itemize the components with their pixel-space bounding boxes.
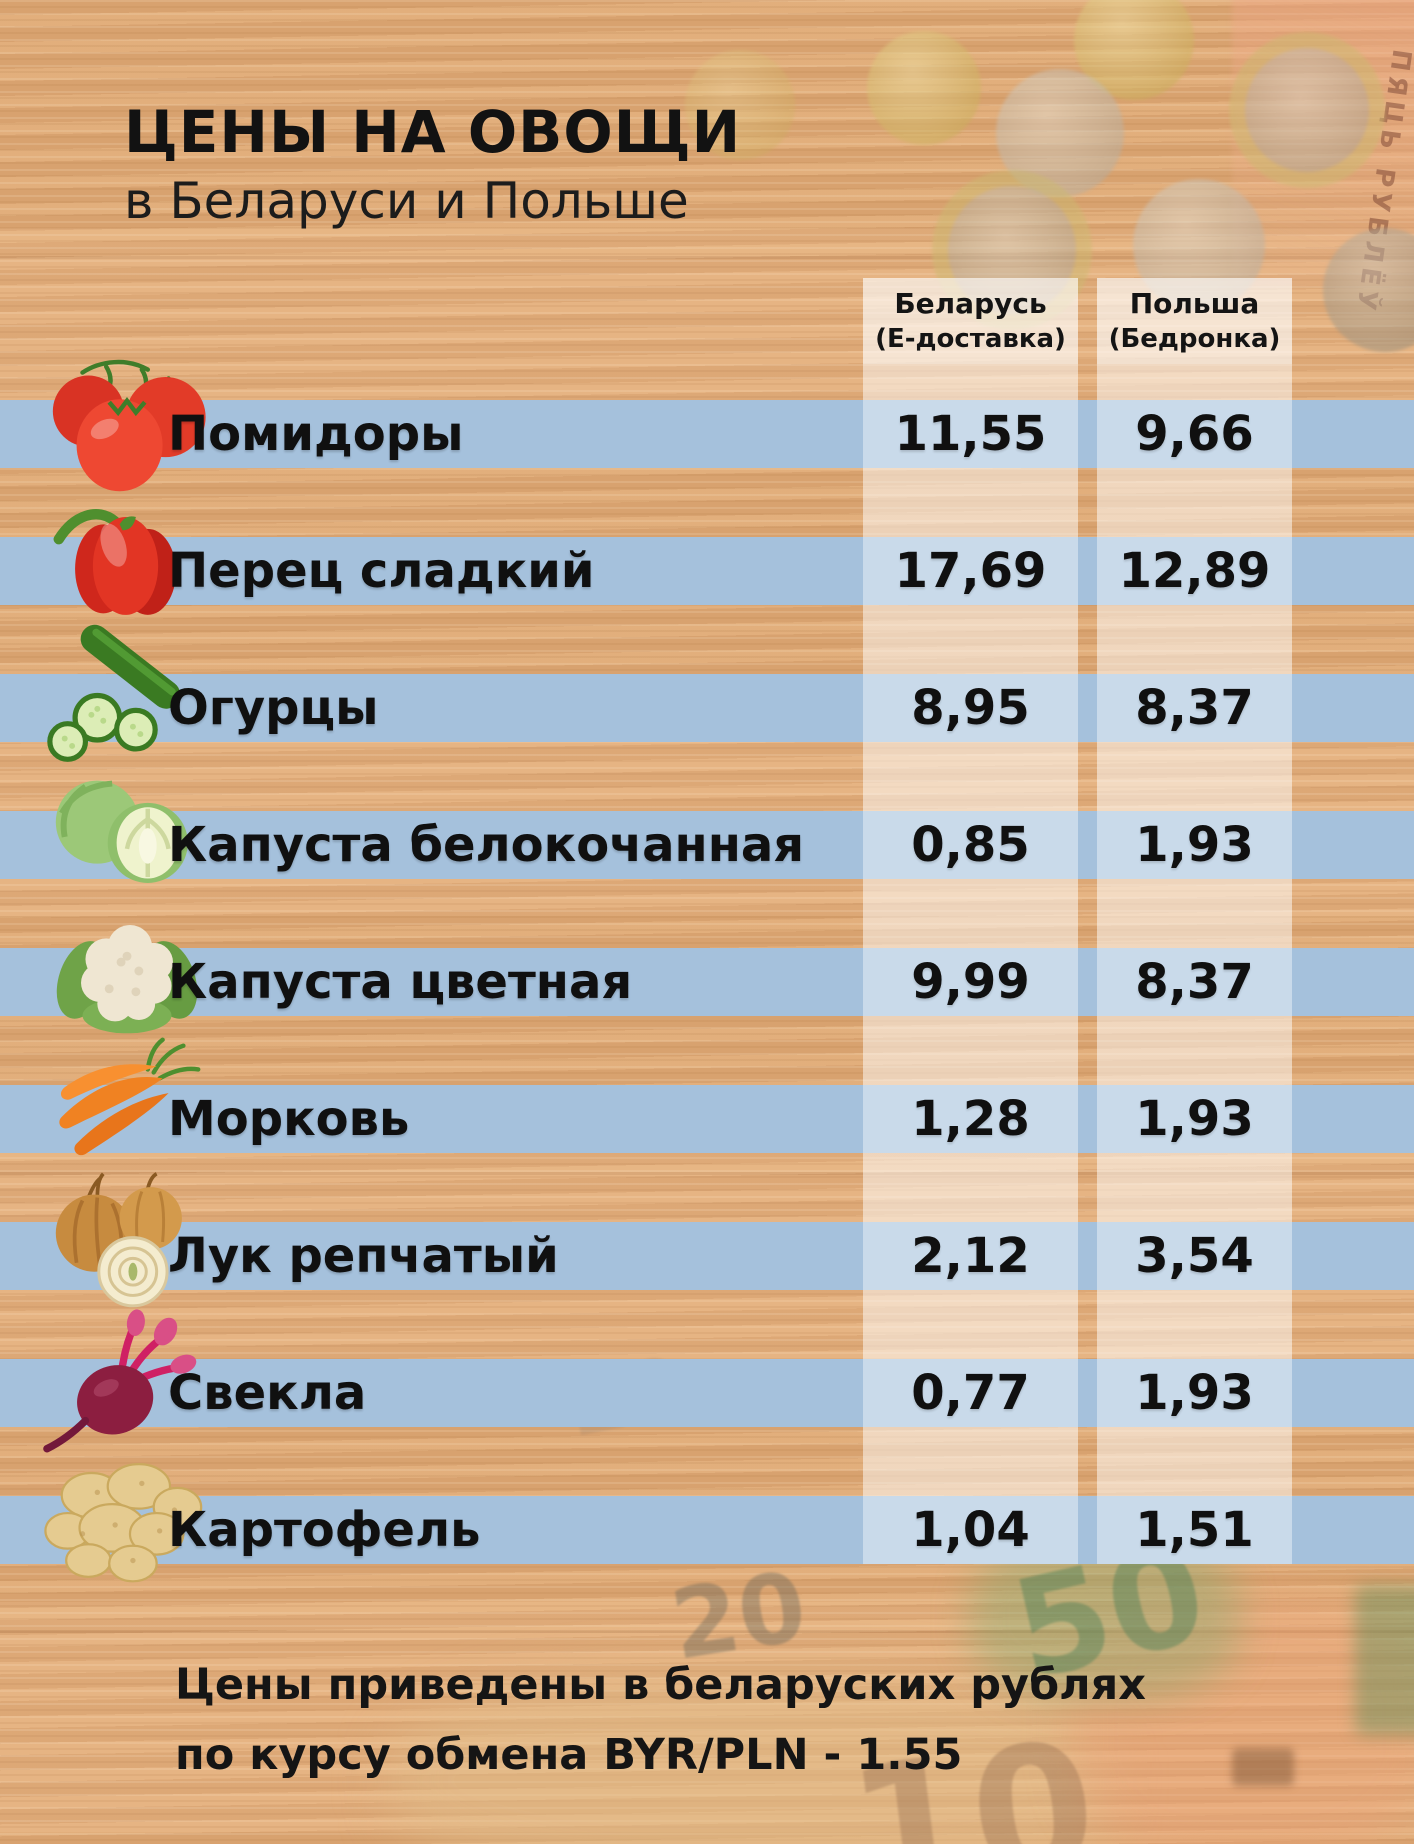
banknote-blur bbox=[390, 1675, 1110, 1844]
table-row: Свекла 0,77 1,93 bbox=[0, 1309, 1414, 1453]
price-belarus: 9,99 bbox=[863, 948, 1078, 1016]
price-belarus: 11,55 bbox=[863, 400, 1078, 468]
table-row: Перец сладкий 17,69 12,89 bbox=[0, 509, 1414, 615]
table-row: Помидоры 11,55 9,66 bbox=[0, 359, 1414, 492]
column-country-label: Польша bbox=[1129, 287, 1260, 320]
cucumbers-image bbox=[38, 622, 216, 772]
page-title: ЦЕНЫ НА ОВОЩИ bbox=[124, 98, 742, 166]
column-strip-belarus bbox=[863, 278, 1078, 1564]
price-belarus: 1,28 bbox=[863, 1085, 1078, 1153]
table-row: Морковь 1,28 1,93 bbox=[0, 1037, 1414, 1156]
carrots-image bbox=[38, 1033, 216, 1183]
price-poland: 1,93 bbox=[1097, 811, 1292, 879]
coin-icon bbox=[685, 50, 795, 160]
table-row: Картофель 1,04 1,51 bbox=[0, 1463, 1414, 1583]
price-belarus: 2,12 bbox=[863, 1222, 1078, 1290]
price-poland: 1,93 bbox=[1097, 1085, 1292, 1153]
vegetable-name: Огурцы bbox=[168, 680, 379, 736]
price-belarus: 0,85 bbox=[863, 811, 1078, 879]
footer-line-2: по курсу обмена BYR/PLN - 1.55 bbox=[175, 1730, 963, 1780]
footer-line-1: Цены приведены в беларуских рублях bbox=[175, 1660, 1146, 1710]
onions-image bbox=[38, 1170, 216, 1320]
page-subtitle: в Беларуси и Польше bbox=[124, 172, 689, 230]
tomatoes-image bbox=[38, 348, 216, 498]
price-poland: 8,37 bbox=[1097, 674, 1292, 742]
coin-icon bbox=[867, 31, 981, 145]
table-row: Огурцы 8,95 8,37 bbox=[0, 624, 1414, 762]
beet-image bbox=[38, 1307, 216, 1457]
cauliflower-image bbox=[38, 896, 216, 1046]
vegetable-name: Перец сладкий bbox=[168, 543, 595, 599]
cabbage-image bbox=[38, 759, 216, 909]
price-poland: 1,93 bbox=[1097, 1359, 1292, 1427]
column-store-label: (Е-доставка) bbox=[875, 324, 1066, 354]
column-header-poland: Польша (Бедронка) bbox=[1097, 278, 1292, 364]
price-poland: 3,54 bbox=[1097, 1222, 1292, 1290]
table-row: Капуста белокочанная 0,85 1,93 bbox=[0, 780, 1414, 883]
coin-icon bbox=[1323, 228, 1414, 352]
banknote-blur bbox=[1232, 1748, 1294, 1786]
vegetable-name: Лук репчатый bbox=[168, 1228, 559, 1284]
price-belarus: 1,04 bbox=[863, 1496, 1078, 1564]
coin-icon bbox=[1229, 32, 1385, 188]
table-row: Капуста цветная 9,99 8,37 bbox=[0, 925, 1414, 1034]
potatoes-image bbox=[38, 1444, 216, 1594]
column-header-belarus: Беларусь (Е-доставка) bbox=[863, 278, 1078, 364]
footer-note: Цены приведены в беларуских рублях по ку… bbox=[175, 1650, 1146, 1790]
column-country-label: Беларусь bbox=[894, 287, 1047, 320]
price-poland: 8,37 bbox=[1097, 948, 1292, 1016]
vegetable-name: Свекла bbox=[168, 1365, 367, 1421]
banknote-blur bbox=[1070, 1595, 1414, 1844]
vegetable-name: Картофель bbox=[168, 1502, 481, 1558]
vegetable-name: Помидоры bbox=[168, 406, 464, 462]
vegetable-name: Морковь bbox=[168, 1091, 410, 1147]
table-row: Лук репчатый 2,12 3,54 bbox=[0, 1172, 1414, 1308]
banknote-blur bbox=[1355, 1585, 1414, 1735]
price-belarus: 8,95 bbox=[863, 674, 1078, 742]
price-belarus: 17,69 bbox=[863, 537, 1078, 605]
vegetable-name: Капуста белокочанная bbox=[168, 817, 805, 873]
vegetable-name: Капуста цветная bbox=[168, 954, 633, 1010]
column-strip-poland bbox=[1097, 278, 1292, 1564]
column-store-label: (Бедронка) bbox=[1108, 324, 1281, 354]
price-poland: 12,89 bbox=[1097, 537, 1292, 605]
price-poland: 9,66 bbox=[1097, 400, 1292, 468]
price-poland: 1,51 bbox=[1097, 1496, 1292, 1564]
price-belarus: 0,77 bbox=[863, 1359, 1078, 1427]
pepper-image bbox=[38, 485, 216, 635]
